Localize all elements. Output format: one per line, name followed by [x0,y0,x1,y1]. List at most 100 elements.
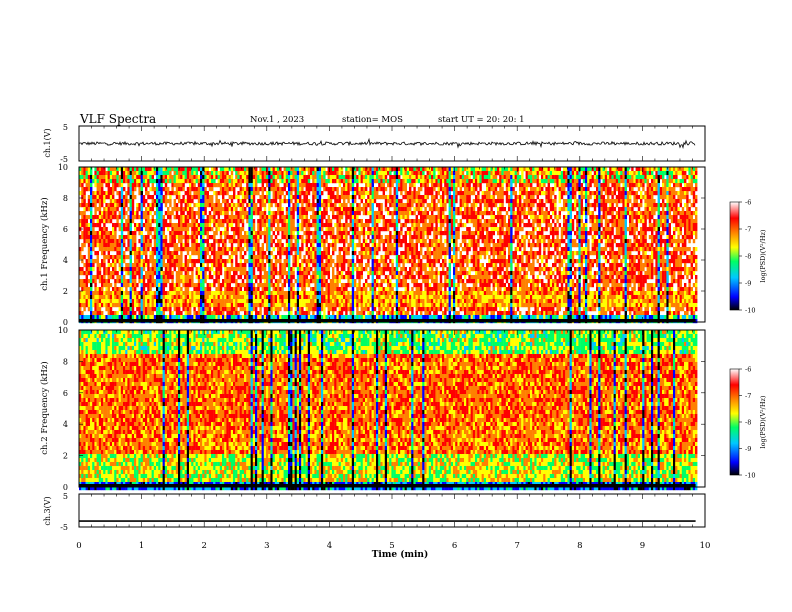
spectrogram-cell [369,219,372,224]
spectrogram-cell [325,287,328,292]
spectrogram-cell [351,283,355,288]
spectrogram-cell [164,263,168,268]
spectrogram-cell [153,295,157,300]
spectrogram-cell [252,307,256,312]
spectrogram-cell [358,243,361,248]
spectrogram-cell [241,299,245,304]
spectrogram-cell [362,239,366,244]
spectrogram-cell [160,215,163,220]
spectrogram-cell [270,187,273,192]
spectrogram-cell [197,199,201,204]
spectrogram-cell [103,179,106,184]
spectrogram-cell [171,227,174,232]
spectrogram-cell [305,211,308,216]
spectrogram-cell [296,303,300,308]
spectrogram-cell [371,259,374,264]
spectrogram-cell [360,287,363,292]
spectrogram-cell [116,247,119,252]
spectrogram-cell [400,203,403,208]
spectrogram-cell [321,243,324,248]
spectrogram-cell [380,311,383,316]
spectrogram-cell [129,167,132,172]
spectrogram-cell [277,195,280,200]
spectrogram-cell [323,247,326,252]
spectrogram-cell [259,215,262,220]
spectrogram-cell [252,191,256,196]
spectrogram-cell [307,263,311,268]
spectrogram-cell [340,227,344,232]
spectrogram-cell [233,299,236,304]
spectrogram-cell [288,219,291,224]
spectrogram-cell [393,231,396,236]
spectrogram-cell [180,267,183,272]
spectrogram-cell [211,291,214,296]
spectrogram-cell [94,307,97,312]
spectrogram-cell [131,211,135,216]
spectrogram-cell [356,259,359,264]
spectrogram-cell [382,239,385,244]
spectrogram-cell [296,171,300,176]
spectrogram-cell [149,195,152,200]
spectrogram-cell [296,191,300,196]
spectrogram-cell [395,311,399,316]
spectrogram-cell [395,251,399,256]
spectrogram-cell [134,175,137,180]
spectrogram-cell [241,171,245,176]
spectrogram-cell [184,167,187,172]
spectrogram-cell [261,315,264,320]
spectrogram-cell [208,275,212,280]
spectrogram-cell [257,251,260,256]
spectrogram-cell [279,243,282,248]
spectrogram-cell [186,191,190,196]
spectrogram-cell [296,271,300,276]
spectrogram-cell [303,219,306,224]
spectrogram-cell [153,271,157,276]
spectrogram-cell [389,287,392,292]
spectrogram-cell [129,263,132,268]
spectrogram-cell [318,259,322,264]
spectrogram-cell [147,247,150,252]
spectrogram-cell [288,207,291,212]
spectrogram-cell [226,199,229,204]
spectrogram-cell [294,251,297,256]
spectrogram-cell [160,283,163,288]
spectrogram-cell [215,239,218,244]
spectrogram-cell [233,307,236,312]
spectrogram-cell [208,255,212,260]
spectrogram-cell [92,243,95,248]
spectrogram-cell [400,299,403,304]
spectrogram-cell [332,275,335,280]
spectrogram-cell [312,239,315,244]
spectrogram-cell [195,227,198,232]
spectrogram-cell [125,179,128,184]
spectrogram-cell [79,179,82,184]
spectrogram-cell [206,311,209,316]
spectrogram-cell [79,183,82,188]
spectrogram-cell [398,275,401,280]
spectrogram-cell [169,243,172,248]
spectrogram-cell [153,259,157,264]
spectrogram-cell [389,223,392,228]
spectrogram-cell [90,279,93,284]
spectrogram-cell [252,271,256,276]
spectrogram-cell [79,291,82,296]
spectrogram-cell [189,235,192,240]
spectrogram-cell [85,175,88,180]
spectrogram-cell [189,311,192,316]
spectrogram-cell [197,175,201,180]
spectrogram-cell [398,187,401,192]
spectrogram-cell [360,195,363,200]
spectrogram-cell [281,211,284,216]
spectrogram-cell [305,299,308,304]
spectrogram-cell [200,207,203,212]
spectrogram-cell [184,243,187,248]
spectrogram-cell [178,235,181,240]
spectrogram-cell [299,235,302,240]
spectrogram-cell [145,207,148,212]
spectrogram-cell [175,203,179,208]
spectrogram-cell [239,307,242,312]
spectrogram-cell [114,171,117,176]
spectrogram-cell [316,231,319,236]
spectrogram-cell [301,287,304,292]
spectrogram-cell [393,299,396,304]
